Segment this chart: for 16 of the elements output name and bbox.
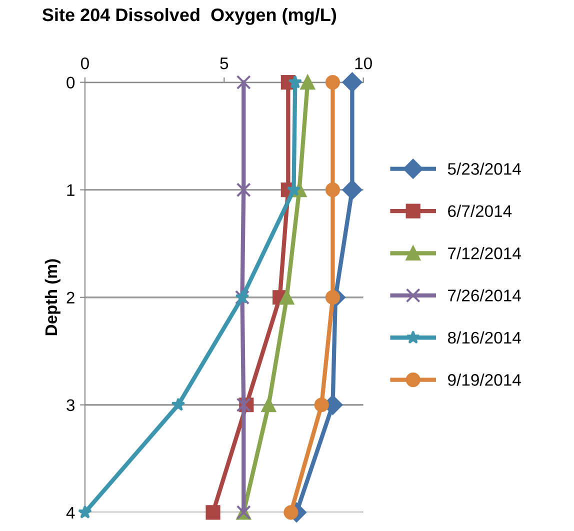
chart-title: Site 204 Dissolved Oxygen (mg/L): [42, 8, 336, 25]
y-tick-label: 2: [66, 292, 74, 304]
legend-label: 8/16/2014: [448, 331, 521, 344]
y-tick-label: 3: [66, 399, 74, 412]
x-tick-label: 0: [80, 57, 89, 70]
x-tick-label: 5: [220, 58, 228, 70]
y-tick-label: 1: [67, 184, 74, 196]
legend-label: 5/23/2014: [448, 162, 521, 175]
y-tick-label: 4: [66, 506, 75, 518]
legend-label: 7/26/2014: [448, 289, 521, 302]
legend-label: 9/19/2014: [448, 374, 521, 386]
y-axis-title: Depth (m): [44, 259, 60, 336]
legend-label: 7/12/2014: [448, 246, 521, 260]
y-tick-label: 0: [66, 76, 75, 89]
x-tick-label: 10: [355, 57, 372, 70]
legend-label: 6/7/2014: [448, 204, 512, 218]
